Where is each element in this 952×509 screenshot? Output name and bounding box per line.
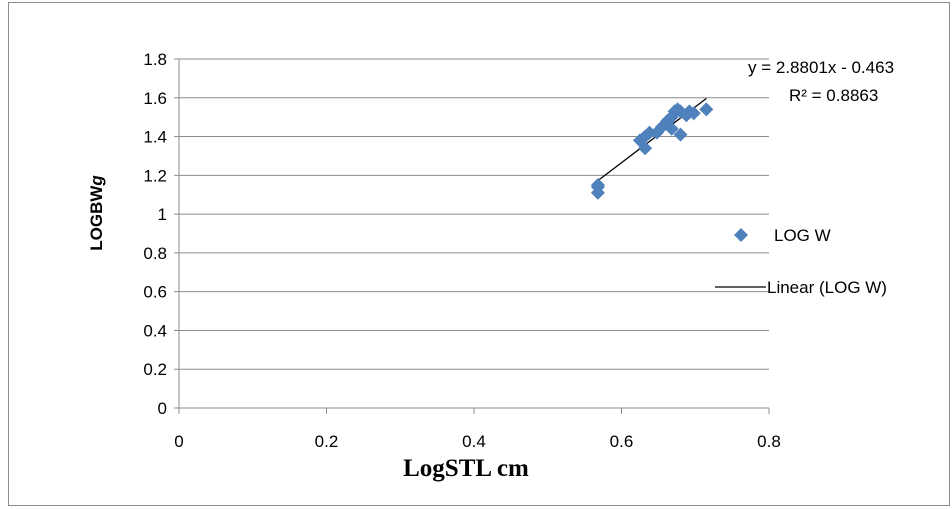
data-point	[642, 125, 657, 140]
legend-diamond-marker	[734, 228, 748, 242]
legend-label-linear: Linear (LOG W)	[767, 278, 887, 297]
y-tick-label: 0.4	[143, 321, 167, 340]
scatter-chart: 00.20.40.60.811.21.41.61.80 0.2 0.4 0.6 0.8 …	[87, 50, 894, 482]
trend-r-squared: R² = 0.8863	[789, 86, 878, 105]
y-axis-title-main: LOGBW	[87, 185, 106, 251]
gridlines	[179, 58, 769, 370]
y-tick-label: 0.8	[143, 244, 167, 263]
data-point	[699, 102, 714, 117]
x-tick-label: 0.6	[610, 432, 634, 451]
data-points	[590, 102, 714, 200]
y-tick-label: 1.8	[143, 50, 167, 69]
y-tick-label: 0.2	[143, 360, 167, 379]
trend-equation: y = 2.8801x - 0.463	[748, 58, 894, 77]
data-point	[686, 106, 701, 121]
x-tick-label: 0.2	[315, 432, 339, 451]
legend-label-log-w: LOG W	[774, 226, 831, 245]
y-tick-label: 0.6	[143, 283, 167, 302]
y-tick-label: 1.4	[143, 128, 167, 147]
y-tick-label: 0	[158, 399, 167, 418]
data-point	[664, 121, 679, 136]
y-axis-title: LOGBWg	[87, 175, 106, 251]
chart-frame: 0 0.2 0.4 0.6 0.8 1 1.2 1.4 1.6 1.8 0 0.2 0.4 0.6 0.8 …	[8, 2, 950, 506]
y-tick-label: 1.6	[143, 89, 167, 108]
y-tick-label: 1	[158, 205, 167, 224]
y-tick-label: 1.2	[143, 166, 167, 185]
y-axis-title-suffix: g	[87, 175, 106, 187]
tick-labels: 0 0.2 0.4 0.6 0.8 1 1.2 1.4 1.6 1.8 0 0.2 0.4 0.6 0.8	[143, 50, 780, 451]
x-tick-label: 0.8	[757, 432, 781, 451]
data-point	[673, 127, 688, 142]
legend: LOG W Linear (LOG W)	[715, 226, 887, 297]
x-tick-label: 0.4	[462, 432, 486, 451]
x-axis-title: LogSTL cm	[403, 455, 529, 482]
data-point	[590, 178, 605, 193]
data-point	[638, 141, 653, 156]
x-tick-label: 0	[174, 432, 183, 451]
axes	[174, 58, 770, 414]
